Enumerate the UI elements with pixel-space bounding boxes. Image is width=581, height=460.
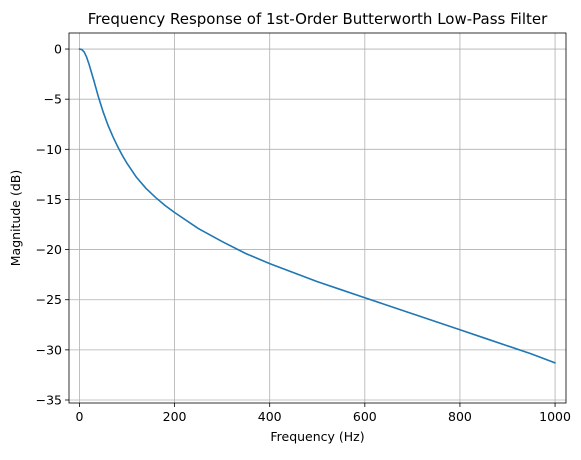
series-line — [78, 48, 556, 364]
y-tick-label: −35 — [36, 392, 62, 407]
series-layer — [78, 48, 556, 364]
x-tick-label: 0 — [75, 409, 83, 424]
y-axis-label: Magnitude (dB) — [8, 170, 23, 266]
x-tick-label: 800 — [448, 409, 472, 424]
x-tick-label: 1000 — [539, 409, 571, 424]
x-tick-label: 600 — [353, 409, 377, 424]
y-tick-label: −25 — [36, 292, 62, 307]
y-tick-label: −20 — [36, 242, 62, 257]
plot-frame — [68, 32, 567, 404]
y-tick-label: 0 — [54, 42, 62, 57]
y-tick-label: −30 — [36, 342, 62, 357]
x-tick-label: 400 — [258, 409, 282, 424]
y-tick-label: −10 — [36, 142, 62, 157]
x-tick-label: 200 — [163, 409, 187, 424]
y-tick-label: −15 — [36, 192, 62, 207]
grid — [69, 33, 566, 403]
x-axis-label: Frequency (Hz) — [270, 429, 364, 444]
ticks: 0 200 400 600 800 1000 0 −5 −10 −15 −20 −25 −30 −35 — [36, 42, 571, 424]
y-tick-label: −5 — [44, 92, 62, 107]
chart-title: Frequency Response of 1st-Order Butterwo… — [88, 10, 548, 28]
